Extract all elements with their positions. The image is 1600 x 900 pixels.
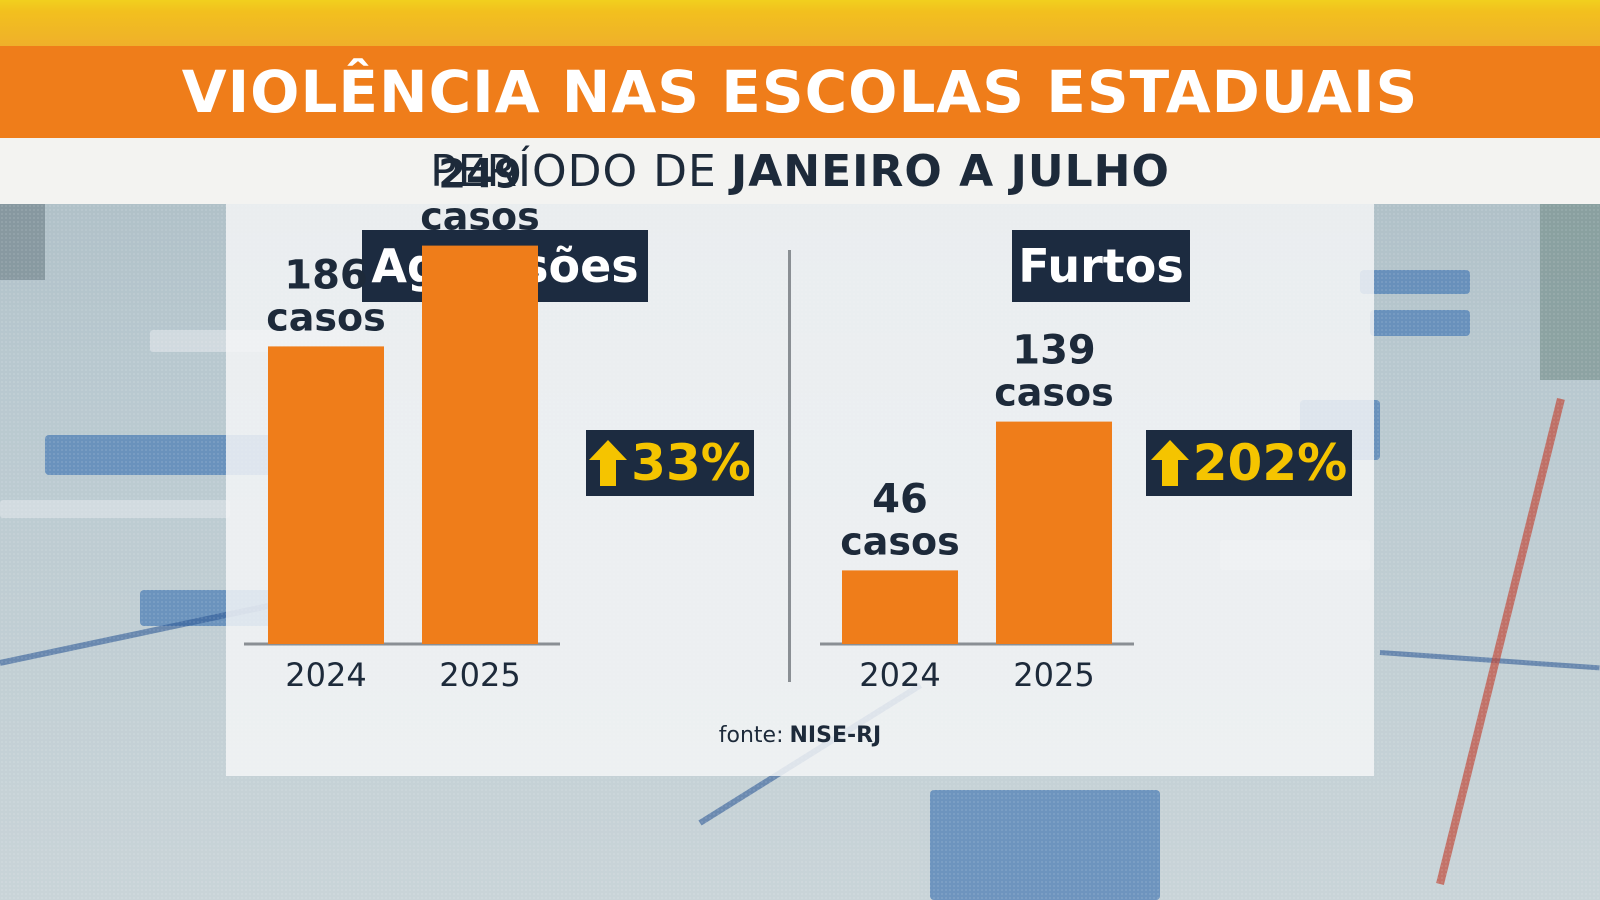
x-tick-label-furtos-2024: 2024 — [859, 656, 940, 694]
data-label-value-agressoes-2025: 249 — [438, 152, 522, 198]
data-label-unit-furtos-2024: casos — [840, 519, 960, 563]
data-label-value-furtos-2025: 139 — [1012, 328, 1096, 374]
bar-furtos-2025 — [996, 421, 1112, 644]
x-tick-label-furtos-2025: 2025 — [1013, 656, 1094, 694]
change-value-agressoes: 33% — [631, 434, 751, 492]
up-arrow-icon — [589, 440, 628, 486]
header-yellow-strip — [0, 0, 1600, 46]
bar-furtos-2024 — [842, 570, 958, 644]
subtitle: PERÍODO DE JANEIRO A JULHO — [0, 138, 1600, 204]
change-badge-furtos: 202% — [1146, 430, 1352, 496]
change-value-furtos: 202% — [1192, 434, 1348, 492]
chart-title-furtos: Furtos — [1012, 230, 1190, 302]
data-label-value-furtos-2024: 46 — [872, 476, 928, 522]
data-label-unit-furtos-2025: casos — [994, 371, 1114, 415]
subheader-bar — [0, 138, 1600, 204]
subtitle-prefix: PERÍODO DE — [430, 145, 717, 197]
chart-divider — [788, 250, 791, 682]
source-name: NISE-RJ — [789, 722, 882, 748]
page-title: VIOLÊNCIA NAS ESCOLAS ESTADUAIS — [181, 58, 1419, 126]
data-label-unit-agressoes-2025: casos — [420, 195, 540, 239]
data-label-unit-agressoes-2024: casos — [266, 295, 386, 339]
change-badge-agressoes: 33% — [586, 430, 754, 496]
header-orange-bar — [0, 46, 1600, 138]
data-label-value-agressoes-2024: 186 — [284, 252, 368, 298]
bar-agressoes-2024 — [268, 346, 384, 644]
source-note: fonte: NISE-RJ — [226, 720, 1374, 750]
bar-agressoes-2025 — [422, 245, 538, 644]
source-label: fonte: — [718, 722, 784, 748]
up-arrow-icon — [1150, 440, 1189, 486]
x-tick-label-agressoes-2025: 2025 — [439, 656, 520, 694]
x-tick-label-agressoes-2024: 2024 — [285, 656, 366, 694]
subtitle-period: JANEIRO A JULHO — [730, 145, 1170, 197]
